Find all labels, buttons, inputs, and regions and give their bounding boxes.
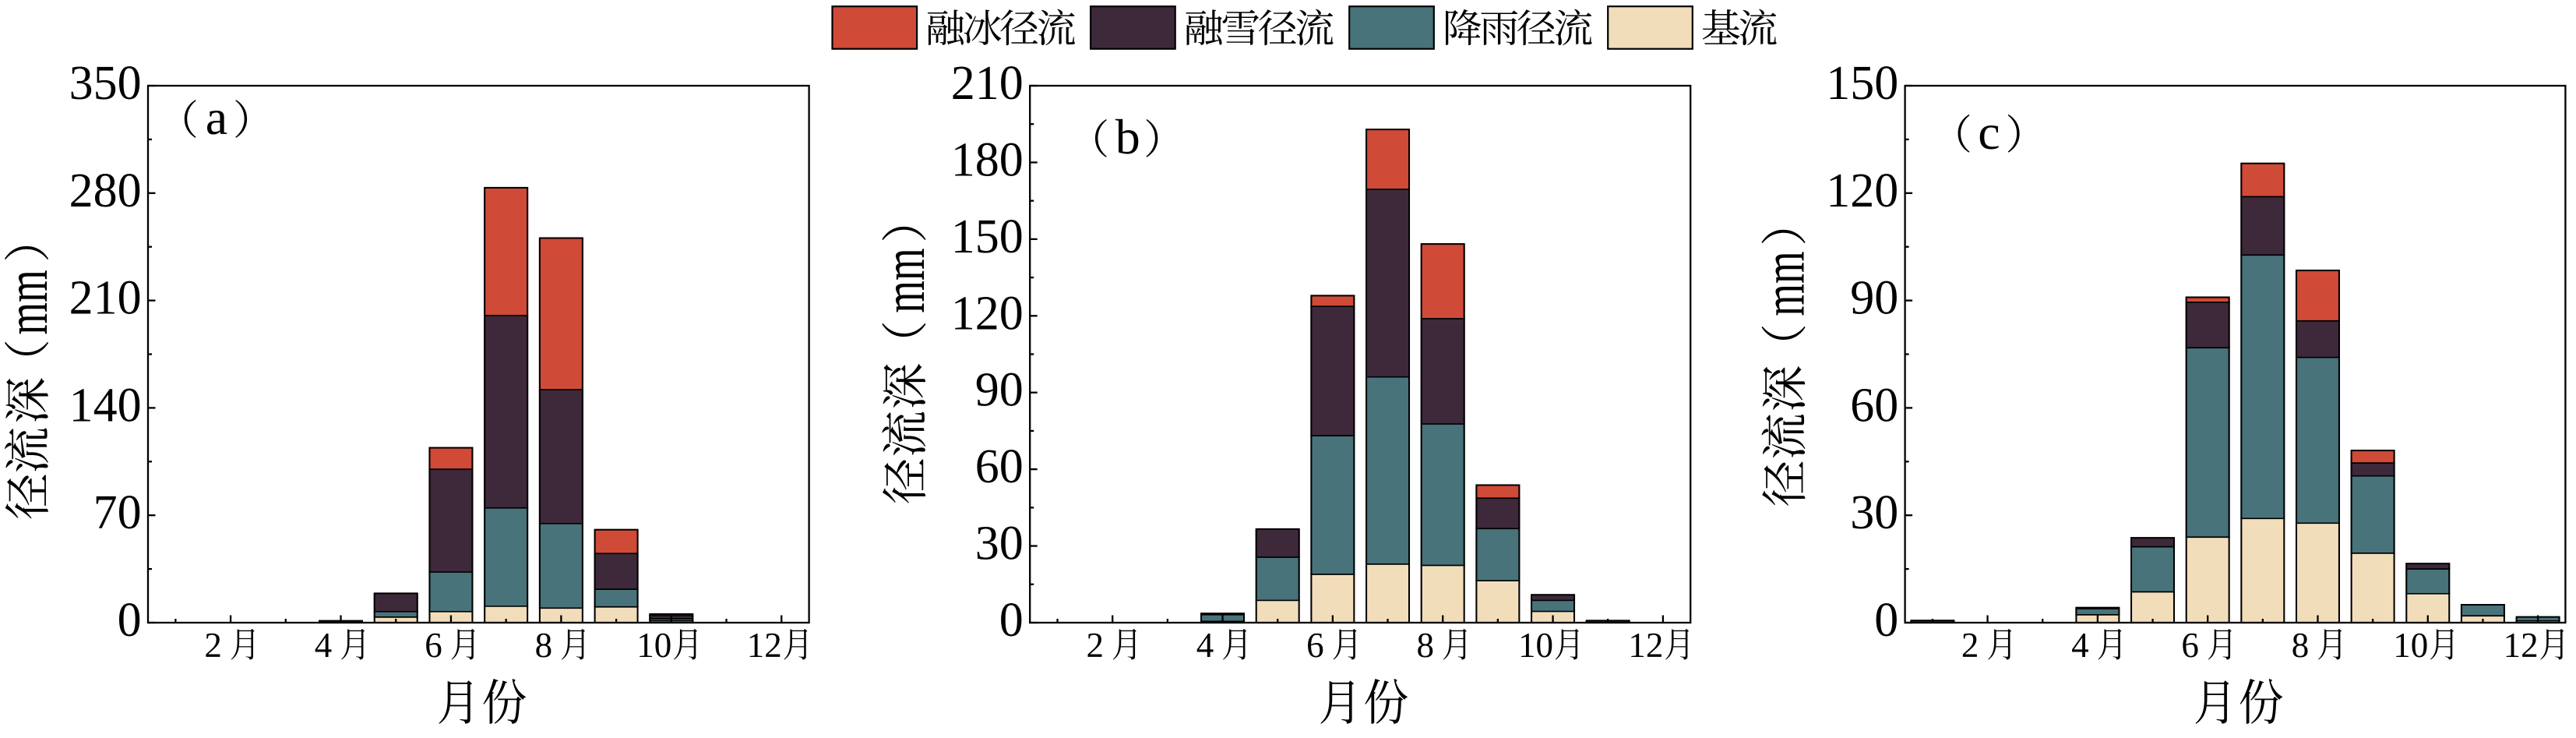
svg-text:12: 12 [2504, 626, 2539, 665]
svg-text:12: 12 [1628, 626, 1663, 665]
svg-text:mm: mm [0, 270, 60, 334]
svg-text:4: 4 [1196, 626, 1214, 665]
svg-text:60: 60 [975, 440, 1024, 493]
svg-text:4: 4 [2071, 626, 2089, 665]
svg-text:0: 0 [1874, 594, 1898, 647]
svg-text:mm: mm [872, 248, 938, 313]
svg-text:a: a [206, 90, 227, 145]
svg-text:60: 60 [1850, 379, 1898, 432]
svg-text:8: 8 [1416, 626, 1434, 665]
svg-text:10: 10 [1518, 626, 1553, 665]
svg-text:8: 8 [535, 626, 553, 665]
svg-text:150: 150 [1826, 57, 1898, 110]
svg-text:4: 4 [315, 626, 333, 665]
svg-text:120: 120 [1826, 164, 1898, 217]
svg-text:b: b [1115, 109, 1140, 164]
svg-text:90: 90 [1850, 272, 1898, 325]
svg-text:6: 6 [1306, 626, 1324, 665]
svg-text:0: 0 [999, 594, 1024, 647]
svg-text:70: 70 [93, 486, 142, 539]
svg-text:30: 30 [1850, 486, 1898, 539]
svg-text:8: 8 [2292, 626, 2310, 665]
svg-text:120: 120 [951, 287, 1024, 340]
svg-text:2: 2 [204, 626, 222, 665]
svg-text:150: 150 [951, 210, 1024, 263]
svg-text:2: 2 [1961, 626, 1979, 665]
svg-text:30: 30 [975, 517, 1024, 570]
svg-text:350: 350 [69, 57, 142, 110]
svg-text:180: 180 [951, 133, 1024, 186]
svg-text:2: 2 [1086, 626, 1104, 665]
svg-text:210: 210 [69, 272, 142, 325]
svg-text:c: c [1978, 104, 2000, 160]
svg-text:90: 90 [975, 364, 1024, 417]
svg-text:6: 6 [2181, 626, 2199, 665]
svg-text:280: 280 [69, 164, 142, 217]
svg-text:mm: mm [1751, 251, 1817, 316]
svg-text:10: 10 [2393, 626, 2428, 665]
svg-text:12: 12 [747, 626, 782, 665]
svg-text:10: 10 [636, 626, 671, 665]
svg-text:140: 140 [69, 379, 142, 432]
svg-text:0: 0 [118, 594, 142, 647]
svg-text:6: 6 [425, 626, 442, 665]
svg-text:210: 210 [951, 57, 1024, 110]
